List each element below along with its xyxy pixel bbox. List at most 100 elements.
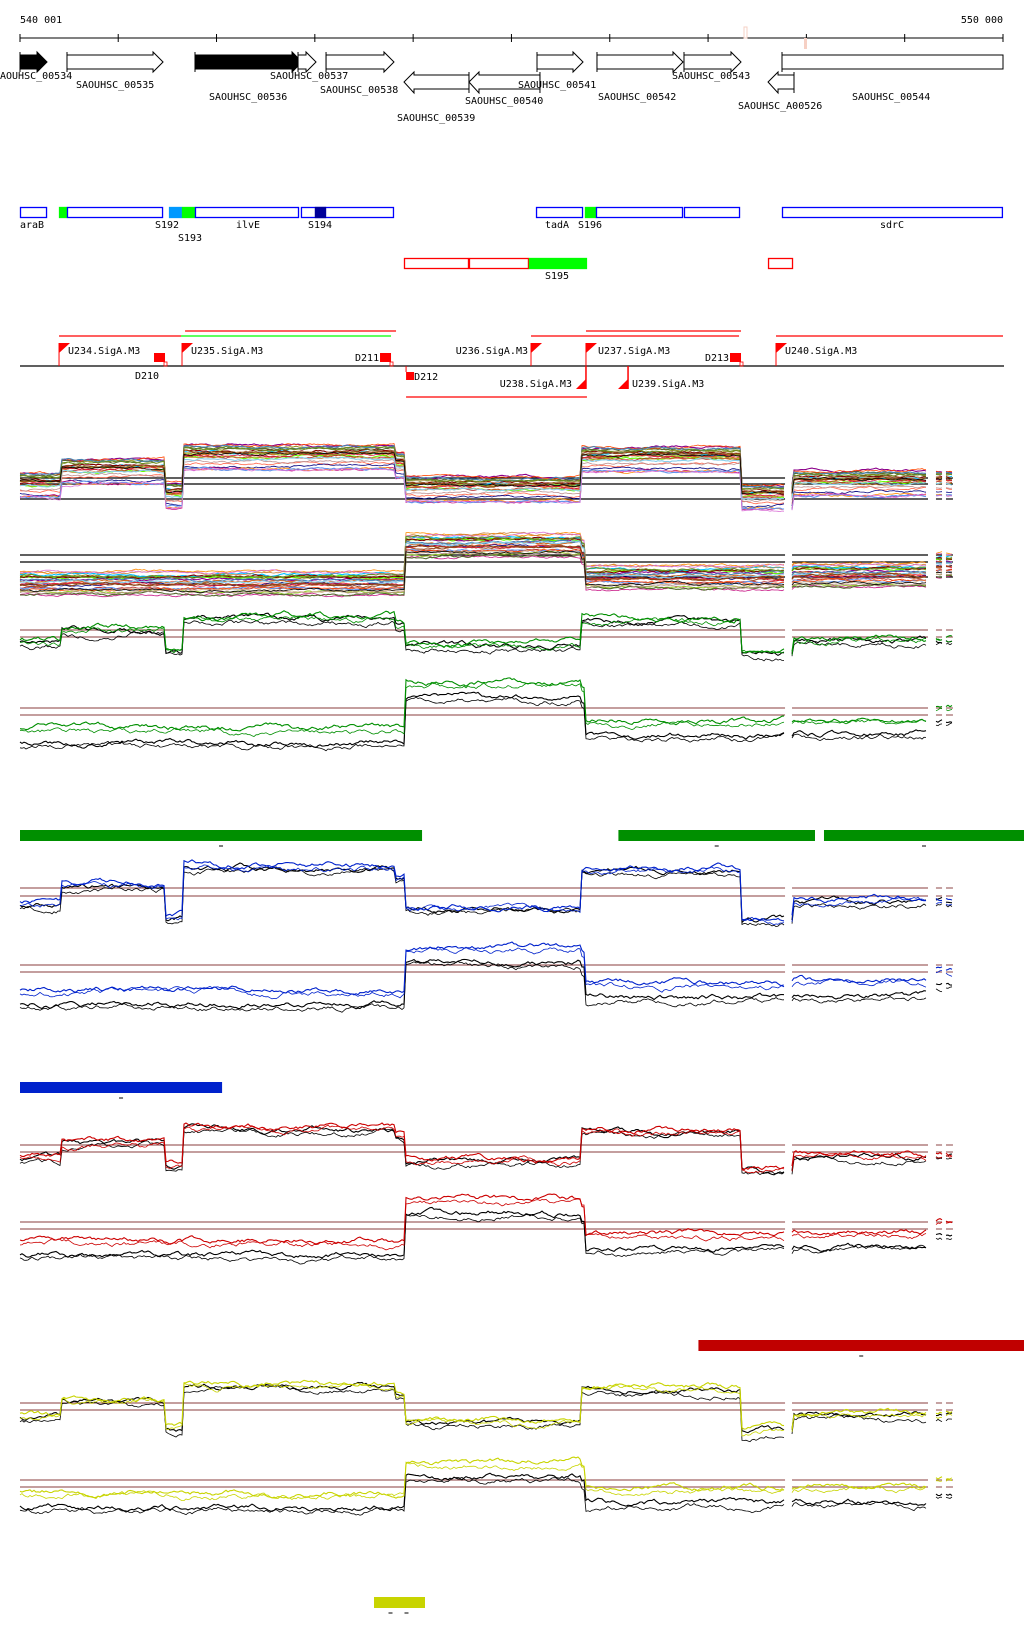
series-line xyxy=(791,1152,927,1172)
series-line xyxy=(791,996,927,1004)
series-line xyxy=(791,1414,927,1435)
feature-box xyxy=(468,257,530,270)
series-line xyxy=(935,1418,943,1423)
series-line xyxy=(19,612,785,657)
series-line xyxy=(791,718,927,725)
gene-label: SAOUHSC_A00526 xyxy=(738,101,822,112)
series-line xyxy=(791,489,927,507)
series-line xyxy=(791,577,927,583)
series-line xyxy=(945,643,953,646)
series-line xyxy=(791,640,927,657)
ruler-start-label: 540 001 xyxy=(20,15,62,26)
series-line xyxy=(946,565,953,568)
series-line xyxy=(791,1407,927,1429)
gene-arrow-left-icon xyxy=(767,70,795,95)
series-line xyxy=(945,1234,953,1237)
series-line xyxy=(945,1155,953,1158)
series-line xyxy=(791,485,926,504)
series-line xyxy=(19,531,785,576)
series-line xyxy=(935,557,943,560)
series-line xyxy=(791,1485,927,1494)
feature-box xyxy=(595,206,684,219)
series-line xyxy=(935,903,943,907)
series-line xyxy=(935,1480,943,1482)
promoter-label: U234.SigA.M3 xyxy=(68,346,140,357)
terminator-block-icon xyxy=(406,372,415,380)
series-line xyxy=(945,1493,953,1497)
series-line xyxy=(945,574,953,577)
series-line xyxy=(19,458,785,503)
series-line xyxy=(19,1472,785,1513)
terminator-label: D210 xyxy=(135,371,159,382)
series-line xyxy=(791,481,927,498)
series-line xyxy=(935,1233,943,1236)
series-line xyxy=(935,1221,943,1225)
series-line xyxy=(791,978,927,988)
condition-bar xyxy=(20,1082,223,1093)
series-line xyxy=(791,581,927,586)
series-line xyxy=(791,1232,927,1240)
gene-arrow-right-icon xyxy=(596,50,684,74)
series-line xyxy=(935,481,943,485)
series-line xyxy=(19,1379,785,1430)
series-line xyxy=(935,561,943,563)
condition-bars xyxy=(20,830,1024,1614)
series-line xyxy=(19,681,785,737)
promoter-flag-icon xyxy=(182,343,194,353)
promoter-flag-icon xyxy=(59,343,71,353)
series-line xyxy=(945,986,953,989)
series-line xyxy=(19,555,785,598)
gene-label: SAOUHSC_00543 xyxy=(672,71,750,82)
series-line xyxy=(935,1416,943,1419)
series-line xyxy=(945,635,953,638)
series-line xyxy=(791,733,927,742)
feature-box xyxy=(528,257,588,270)
series-line xyxy=(935,901,943,905)
gene-label: SAOUHSC_00541 xyxy=(518,80,596,91)
terminator-block-icon xyxy=(154,353,166,362)
promoter-flag-icon xyxy=(575,379,586,389)
series-line xyxy=(945,1220,953,1223)
series-line xyxy=(935,1493,943,1497)
series-line xyxy=(791,1413,927,1432)
series-line xyxy=(935,555,943,559)
terminator-block-icon xyxy=(380,353,392,362)
track-red-2 xyxy=(19,1193,953,1265)
series-line xyxy=(945,721,953,724)
series-line xyxy=(19,615,785,654)
series-line xyxy=(935,487,943,489)
series-line xyxy=(19,1213,785,1265)
series-line xyxy=(945,967,953,971)
series-line xyxy=(19,466,785,511)
feature-box xyxy=(535,206,584,219)
terminator-label: D213 xyxy=(705,353,729,364)
series-line xyxy=(945,1410,953,1414)
feature-track: araB S192 S193 ilvE S194 tadA S196 sdrC S195 xyxy=(19,206,1004,282)
series-line xyxy=(935,966,943,969)
series-line xyxy=(936,476,943,479)
series-line xyxy=(945,495,953,497)
series-line xyxy=(19,538,785,583)
series-line xyxy=(791,573,927,580)
series-line xyxy=(935,1152,943,1155)
series-line xyxy=(935,1411,943,1415)
series-line xyxy=(19,1198,785,1251)
series-line xyxy=(20,544,785,587)
series-line xyxy=(945,1418,953,1422)
series-line xyxy=(19,619,785,662)
series-line xyxy=(945,1157,953,1160)
series-line xyxy=(945,470,953,473)
series-line xyxy=(19,551,785,595)
series-line xyxy=(935,705,943,708)
series-line xyxy=(945,722,953,726)
series-line xyxy=(945,560,953,563)
series-line xyxy=(945,1221,953,1224)
track-multi-1 xyxy=(19,443,953,513)
series-line xyxy=(945,704,953,708)
feature-label: araB xyxy=(20,220,44,231)
series-line xyxy=(935,897,943,902)
gene-arrow-right-icon xyxy=(19,50,48,74)
series-line xyxy=(19,1381,785,1434)
terminator-label: D212 xyxy=(414,372,438,383)
